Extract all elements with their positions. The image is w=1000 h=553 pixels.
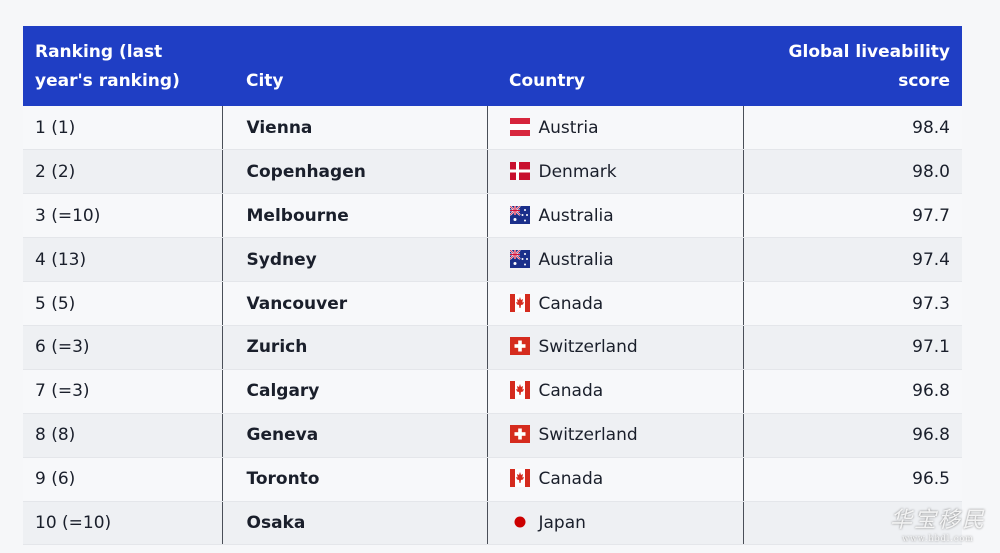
- liveability-ranking-table: Ranking (last year's ranking) City Count…: [23, 26, 962, 546]
- country-cell: Canada: [486, 281, 743, 326]
- city-cell: Zurich: [221, 325, 487, 370]
- city-cell: Vienna: [221, 106, 487, 151]
- rank-cell: 3 (=10): [23, 193, 222, 239]
- score-cell: 96.5: [742, 457, 962, 502]
- rank-cell: 9 (6): [23, 457, 222, 502]
- rank-cell: 7 (=3): [23, 369, 222, 414]
- australia-flag-icon: [509, 249, 530, 268]
- table-row: 2 (2) Copenhagen Denmark 98.0: [23, 149, 962, 195]
- rank-cell: 6 (=3): [23, 325, 222, 370]
- city-cell: Osaka: [221, 501, 487, 546]
- score-cell: 98.4: [742, 106, 962, 151]
- table-row: 5 (5) Vancouver Canada 97.3: [23, 281, 962, 326]
- country-cell: Japan: [486, 501, 743, 546]
- country-name: Australia: [538, 249, 614, 270]
- score-cell: [742, 501, 962, 546]
- score-cell: 98.0: [742, 149, 962, 195]
- rank-cell: 8 (8): [23, 413, 222, 458]
- switzerland-flag-icon: [509, 425, 530, 444]
- country-cell: Austria: [486, 106, 743, 151]
- table-row: 6 (=3) Zurich Switzerland 97.1: [23, 325, 962, 370]
- city-cell: Geneva: [221, 413, 487, 458]
- header-ranking-line2: year's ranking): [35, 71, 180, 91]
- watermark-url: www.hbdl.com: [902, 534, 974, 543]
- table-row: 7 (=3) Calgary Canada 96.8: [23, 369, 962, 414]
- country-name: Switzerland: [538, 425, 638, 446]
- australia-flag-icon: [509, 205, 530, 224]
- city-cell: Melbourne: [221, 193, 487, 239]
- country-name: Denmark: [538, 161, 617, 182]
- score-cell: 96.8: [742, 413, 962, 458]
- header-country: Country: [487, 26, 743, 106]
- country-cell: Australia: [486, 237, 743, 283]
- score-cell: 96.8: [742, 369, 962, 414]
- table-row: 9 (6) Toronto Canada 96.5: [23, 457, 962, 502]
- canada-flag-icon: [509, 381, 530, 400]
- header-score-line1: Global liveability: [788, 42, 950, 62]
- country-cell: Switzerland: [486, 325, 743, 370]
- switzerland-flag-icon: [509, 337, 530, 356]
- canada-flag-icon: [509, 469, 530, 488]
- country-name: Australia: [538, 205, 614, 226]
- country-cell: Switzerland: [486, 413, 743, 458]
- header-city: City: [222, 26, 487, 106]
- canada-flag-icon: [509, 293, 530, 312]
- table-row: 10 (=10) Osaka Japan: [23, 501, 962, 546]
- country-name: Canada: [538, 469, 604, 490]
- score-cell: 97.1: [742, 325, 962, 370]
- city-cell: Vancouver: [221, 281, 487, 326]
- rank-cell: 5 (5): [23, 281, 222, 326]
- country-name: Japan: [538, 512, 586, 533]
- table-header-row: Ranking (last year's ranking) City Count…: [23, 26, 962, 106]
- country-cell: Canada: [486, 369, 743, 414]
- denmark-flag-icon: [509, 161, 530, 180]
- score-cell: 97.3: [742, 281, 962, 326]
- japan-flag-icon: [510, 513, 530, 531]
- header-ranking: Ranking (last year's ranking): [23, 26, 222, 106]
- header-score-line2: score: [898, 71, 950, 91]
- country-cell: Canada: [486, 457, 743, 502]
- city-cell: Toronto: [221, 457, 487, 502]
- country-name: Austria: [538, 117, 599, 138]
- score-cell: 97.7: [742, 193, 962, 239]
- city-cell: Copenhagen: [221, 149, 487, 195]
- watermark: 华宝移民 www.hbdl.com: [890, 510, 986, 543]
- table-row: 1 (1) Vienna Austria 98.4: [23, 106, 962, 151]
- rank-cell: 4 (13): [23, 237, 222, 283]
- table-row: 4 (13) Sydney Australia 97.4: [23, 237, 962, 283]
- header-score: Global liveability score: [743, 26, 962, 106]
- rank-cell: 10 (=10): [23, 501, 222, 546]
- city-cell: Sydney: [221, 237, 487, 283]
- country-name: Switzerland: [538, 337, 638, 358]
- austria-flag-icon: [509, 117, 530, 136]
- header-ranking-line1: Ranking (last: [35, 42, 163, 62]
- table-body: 1 (1) Vienna Austria 98.4 2 (2) Copenhagen Den…: [23, 106, 962, 546]
- country-name: Canada: [538, 381, 604, 402]
- city-cell: Calgary: [221, 369, 487, 414]
- watermark-text: 华宝移民: [889, 508, 986, 533]
- country-cell: Denmark: [486, 149, 743, 195]
- country-cell: Australia: [486, 193, 743, 239]
- table-row: 3 (=10) Melbourne Australia 97.7: [23, 193, 962, 239]
- table-row: 8 (8) Geneva Switzerland 96.8: [23, 413, 962, 458]
- rank-cell: 1 (1): [23, 106, 222, 151]
- score-cell: 97.4: [742, 237, 962, 283]
- country-name: Canada: [538, 293, 604, 314]
- rank-cell: 2 (2): [23, 149, 222, 195]
